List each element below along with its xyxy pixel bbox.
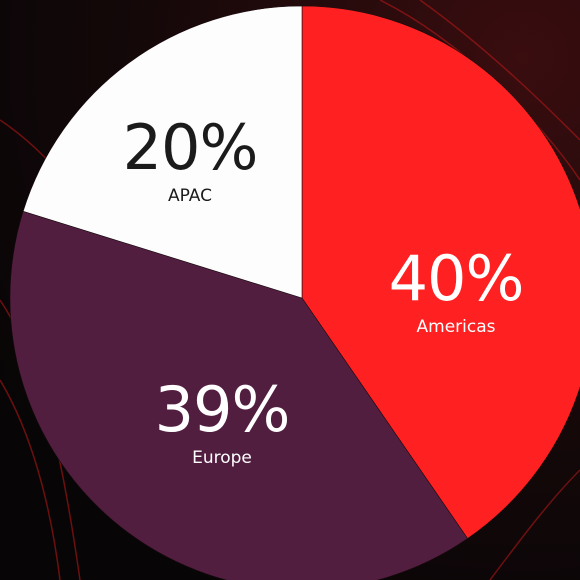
value-label: 20% bbox=[123, 111, 258, 184]
category-label: Americas bbox=[417, 317, 496, 337]
category-label: Europe bbox=[192, 448, 252, 468]
pie-slice bbox=[9, 210, 468, 580]
category-label: APAC bbox=[168, 186, 212, 206]
value-label: 39% bbox=[155, 373, 290, 446]
pie-slice bbox=[301, 5, 580, 539]
pie bbox=[9, 5, 580, 580]
value-label: 40% bbox=[389, 242, 524, 315]
pie-slice bbox=[22, 5, 303, 299]
slice-labels: 40%Americas 39%Europe 20%APAC bbox=[123, 111, 525, 468]
